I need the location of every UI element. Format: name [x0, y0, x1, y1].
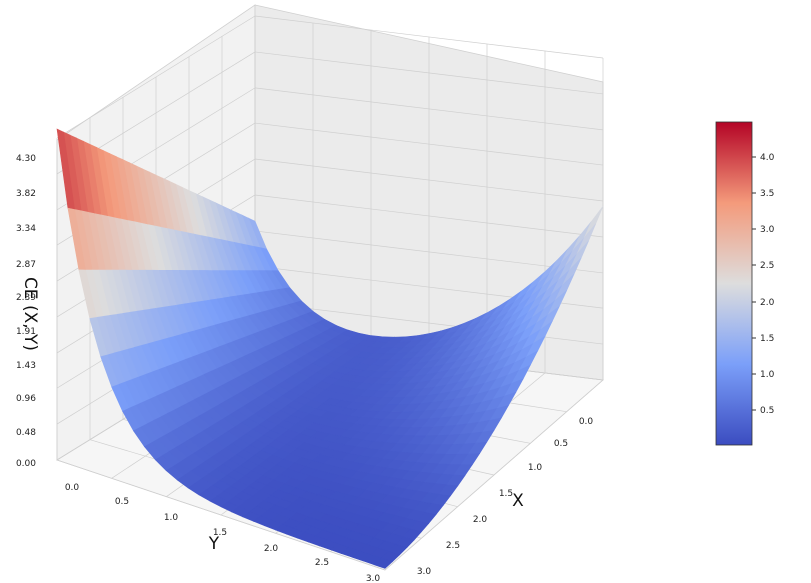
colorbar: 0.5 1.0 1.5 2.0 2.5 3.0 3.5 4.0 [715, 121, 775, 446]
y-tick-6: 3.0 [366, 574, 381, 583]
y-tick-3: 1.5 [213, 528, 227, 538]
z-tick-8: 3.82 [16, 189, 36, 199]
z-tick-4: 1.91 [16, 327, 36, 337]
cb-tick-3: 2.0 [760, 298, 775, 308]
cb-tick-7: 4.0 [760, 153, 775, 163]
y-tick-5: 2.5 [315, 558, 329, 568]
cb-tick-4: 2.5 [760, 261, 774, 271]
x-tick-6: 3.0 [417, 567, 432, 577]
grid-floor-y-6 [384, 379, 604, 571]
z-axis-label: CE (X, Y) [20, 277, 40, 351]
y-axis-label: Y [208, 534, 220, 554]
surface [56, 128, 604, 569]
z-tick-6: 2.87 [16, 260, 36, 270]
z-axis: 0.00 0.48 0.96 1.43 1.91 2.39 2.87 3.34 … [16, 154, 40, 469]
colorbar-ticks: 0.5 1.0 1.5 2.0 2.5 3.0 3.5 4.0 [752, 153, 775, 416]
cb-tick-6: 3.5 [760, 189, 774, 199]
x-tick-2: 1.0 [528, 463, 543, 473]
x-tick-3: 1.5 [499, 489, 513, 499]
y-tick-1: 0.5 [115, 497, 129, 507]
z-tick-0: 0.00 [16, 459, 36, 469]
x-axis-label: X [512, 491, 524, 511]
y-axis: 0.0 0.5 1.0 1.5 2.0 2.5 3.0 Y [65, 483, 381, 583]
y-tick-2: 1.0 [164, 513, 179, 523]
colorbar-gradient [715, 121, 753, 446]
y-tick-4: 2.0 [264, 544, 279, 554]
x-tick-0: 0.0 [579, 417, 594, 427]
x-tick-5: 2.5 [446, 541, 460, 551]
x-tick-4: 2.0 [473, 515, 488, 525]
cb-tick-1: 1.0 [760, 370, 775, 380]
x-axis: 0.0 0.5 1.0 1.5 2.0 2.5 3.0 X [417, 417, 594, 577]
z-tick-5: 2.39 [16, 293, 36, 303]
surface-patch [373, 557, 393, 569]
z-tick-7: 3.34 [16, 224, 36, 234]
z-tick-3: 1.43 [16, 361, 36, 371]
y-tick-0: 0.0 [65, 483, 80, 493]
cb-tick-2: 1.5 [760, 334, 774, 344]
x-tick-1: 0.5 [554, 439, 568, 449]
grid-floor-x-6 [56, 459, 386, 571]
z-tick-1: 0.48 [16, 428, 36, 438]
z-tick-2: 0.96 [16, 394, 36, 404]
cb-tick-0: 0.5 [760, 406, 774, 416]
cb-tick-5: 3.0 [760, 225, 775, 235]
z-tick-9: 4.30 [16, 154, 36, 164]
